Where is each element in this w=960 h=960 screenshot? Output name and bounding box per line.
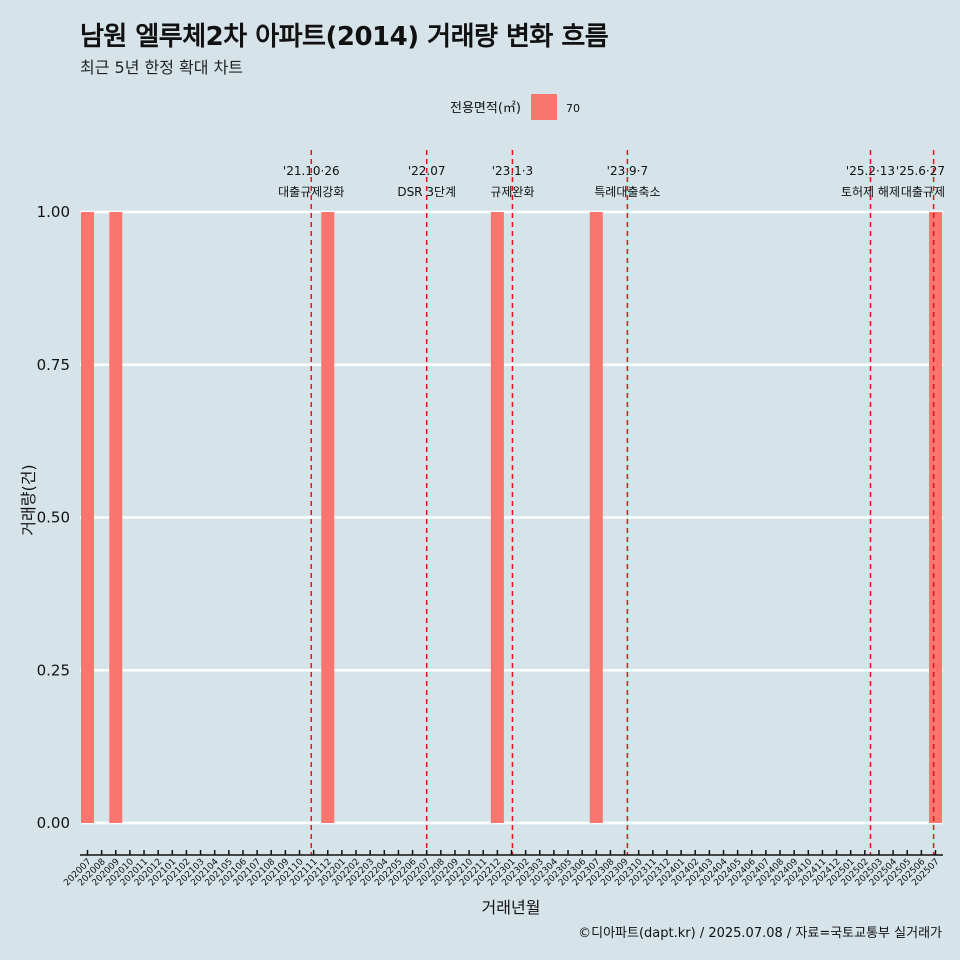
y-tick-label: 0.00 <box>37 814 70 832</box>
legend-title: 전용면적(㎡) <box>450 101 521 116</box>
legend-swatch <box>531 94 557 120</box>
bar <box>490 212 504 823</box>
bar <box>321 212 335 823</box>
event-date-label: '25.6·27 <box>896 164 945 178</box>
event-name-label: 대출규제강화 <box>278 185 344 199</box>
chart-title: 남원 엘루체2차 아파트(2014) 거래량 변화 흐름 <box>80 22 609 52</box>
event-name-label: DSR 3단계 <box>397 185 456 199</box>
event-date-label: '23.1·3 <box>492 164 533 178</box>
bar <box>109 212 123 823</box>
bar <box>589 212 603 823</box>
x-axis-title: 거래년월 <box>482 898 541 917</box>
y-tick-label: 0.25 <box>37 661 70 679</box>
chart-subtitle: 최근 5년 한정 확대 차트 <box>80 58 244 77</box>
y-tick-label: 0.75 <box>37 356 70 374</box>
event-date-label: '22.07 <box>408 164 446 178</box>
event-name-label: 대출규제 <box>901 185 945 199</box>
event-date-label: '21.10·26 <box>283 164 340 178</box>
y-axis-title: 거래량(건) <box>19 464 38 535</box>
y-tick-label: 0.50 <box>37 509 70 527</box>
bar <box>81 212 94 823</box>
event-name-label: 특례대출축소 <box>594 185 660 199</box>
legend-label: 70 <box>566 102 580 115</box>
event-date-label: '25.2·13 <box>846 164 895 178</box>
event-date-label: '23.9·7 <box>607 164 648 178</box>
bar <box>929 212 942 823</box>
event-name-label: 규제완화 <box>490 185 534 199</box>
chart-caption: ©디아파트(dapt.kr) / 2025.07.08 / 자료=국토교통부 실… <box>578 926 942 941</box>
event-name-label: 토허제 해제 <box>841 185 900 199</box>
y-tick-label: 1.00 <box>37 203 70 221</box>
